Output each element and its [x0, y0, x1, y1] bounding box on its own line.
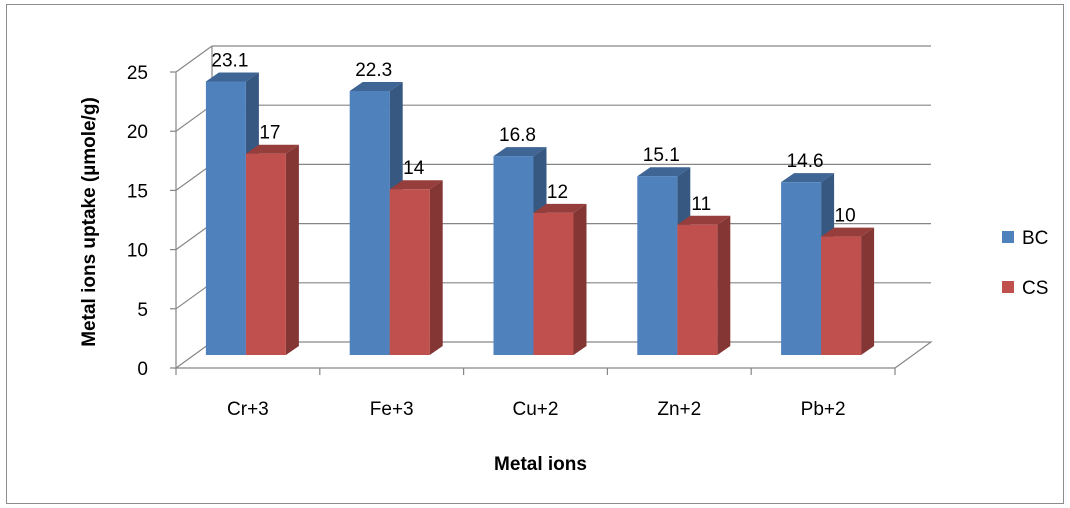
y-tick-label: 15 — [127, 181, 148, 202]
bar-cs-zn2 — [677, 224, 718, 355]
data-label: 11 — [691, 194, 711, 215]
legend-label-bc: BC — [1022, 228, 1048, 249]
x-axis-title: Metal ions — [494, 454, 587, 475]
x-tick-label: Pb+2 — [801, 399, 846, 420]
y-axis-title: Metal ions uptake (µmole/g) — [79, 97, 100, 347]
y-tick-label: 10 — [127, 241, 148, 262]
y-tick-label: 20 — [127, 122, 148, 143]
bar-top — [533, 203, 587, 213]
bar-top — [677, 215, 731, 225]
data-label: 15.1 — [643, 145, 680, 166]
y-tick-label: 25 — [127, 63, 148, 84]
bar-bc-cr3 — [205, 81, 246, 355]
bar-bc-pb2 — [781, 182, 822, 355]
bar-top — [245, 144, 299, 154]
data-label: 14.6 — [787, 151, 824, 172]
legend: BC CS — [1002, 228, 1048, 299]
bar-top — [821, 227, 875, 237]
bar-cs-fe3 — [389, 189, 430, 355]
legend-label-cs: CS — [1022, 278, 1048, 299]
bar-side — [861, 227, 875, 355]
y-tick-label: 0 — [137, 359, 148, 380]
x-tick-label: Cr+3 — [227, 399, 269, 420]
bar-top — [637, 167, 691, 177]
x-tick-label: Fe+3 — [370, 399, 414, 420]
bar-side — [429, 180, 443, 355]
legend-swatch-cs — [1002, 281, 1014, 293]
bar-cs-pb2 — [821, 236, 862, 355]
x-tick-label: Cu+2 — [513, 399, 559, 420]
side-gridline — [175, 45, 213, 73]
data-label: 12 — [547, 182, 568, 203]
bar-side — [573, 203, 587, 355]
legend-swatch-bc — [1002, 231, 1014, 243]
x-tick-label: Zn+2 — [657, 399, 701, 420]
data-label: 16.8 — [499, 125, 536, 146]
data-labels: 23.1 17 22.3 14 16.8 12 15.1 11 14.6 10 — [211, 50, 855, 226]
bar-top — [493, 147, 547, 157]
bar-cs-cu2 — [533, 212, 574, 355]
bar-top — [205, 72, 259, 82]
bar-bc-cu2 — [493, 156, 534, 355]
y-tick-labels: 0 5 10 15 20 25 — [127, 63, 148, 380]
data-label: 22.3 — [355, 60, 392, 81]
x-tick-labels: Cr+3 Fe+3 Cu+2 Zn+2 Pb+2 — [227, 399, 846, 420]
bar-bc-fe3 — [349, 90, 390, 355]
data-label: 10 — [835, 206, 856, 227]
bar-side — [285, 144, 299, 355]
bar-bc-zn2 — [637, 176, 678, 355]
bar-cs-cr3 — [245, 153, 286, 355]
bar-top — [349, 81, 403, 91]
data-label: 17 — [259, 123, 280, 144]
bar-top — [781, 173, 835, 183]
bar-top — [389, 180, 443, 190]
data-label: 14 — [403, 158, 425, 179]
data-label: 23.1 — [211, 50, 248, 71]
y-tick-label: 5 — [137, 300, 148, 321]
bars — [205, 72, 875, 355]
bar-side — [717, 215, 731, 355]
